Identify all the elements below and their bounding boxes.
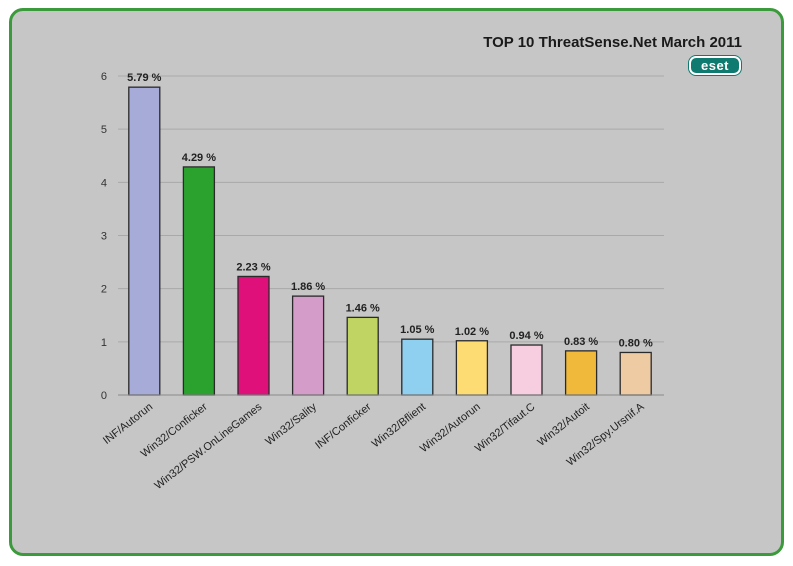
y-tick-label: 1 [101, 337, 107, 349]
bar [510, 344, 543, 396]
bar [291, 295, 325, 396]
category-label: Win32/Autoit [535, 401, 592, 449]
y-tick-label: 4 [101, 177, 107, 189]
y-tick-label: 0 [101, 390, 107, 402]
bar [455, 340, 489, 396]
bar [401, 338, 434, 396]
bar [346, 316, 379, 396]
data-label: 0.83 % [564, 336, 598, 348]
bar [128, 86, 161, 396]
bar [619, 351, 652, 396]
category-label: Win32/Sality [263, 401, 319, 448]
eset-logo: eset [689, 56, 741, 75]
bar [564, 350, 598, 396]
data-label: 0.80 % [619, 337, 653, 349]
y-tick-label: 2 [101, 284, 107, 296]
bars [128, 86, 652, 396]
category-label: INF/Autorun [101, 401, 155, 447]
category-label: Win32/PSW.OnLineGames [152, 401, 264, 492]
data-label: 1.05 % [400, 324, 434, 336]
category-label: INF/Conficker [313, 401, 374, 452]
data-label: 1.46 % [346, 302, 380, 314]
y-tick-label: 6 [101, 71, 107, 83]
chart-title: TOP 10 ThreatSense.Net March 2011 [483, 34, 742, 51]
data-label: 2.23 % [236, 261, 270, 273]
data-labels: 5.79 % 4.29 % 2.23 % 1.86 % 1.46 % 1.05 % 1.02… [127, 72, 653, 349]
y-tick-label: 5 [101, 124, 107, 136]
category-labels: INF/AutorunWin32/ConfickerWin32/PSW.OnLi… [101, 401, 647, 493]
data-label: 1.02 % [455, 326, 489, 338]
bar [237, 275, 270, 396]
category-label: Win32/Bflient [370, 401, 428, 450]
y-tick-label: 3 [101, 231, 107, 243]
data-label: 1.86 % [291, 281, 325, 293]
category-label: Win32/Tifaut.C [473, 401, 537, 455]
data-label: 4.29 % [182, 152, 216, 164]
bar [182, 166, 216, 396]
y-axis-ticks: 0 1 2 3 4 5 6 [101, 71, 107, 402]
data-label: 5.79 % [127, 72, 161, 84]
data-label: 0.94 % [509, 330, 543, 342]
